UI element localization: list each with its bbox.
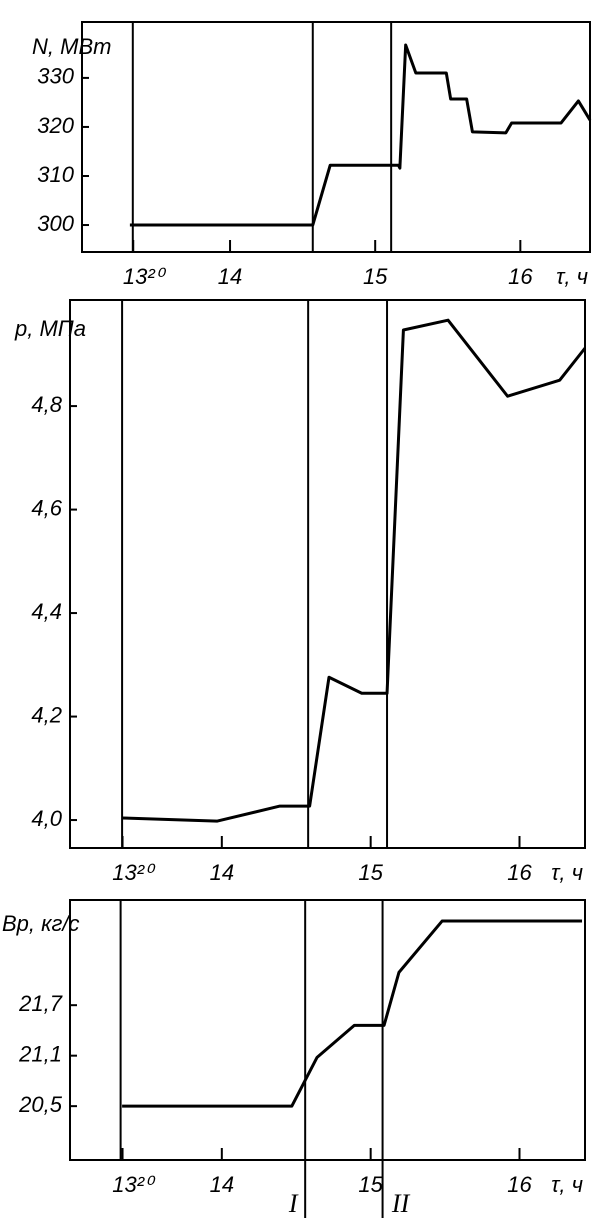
plot-frame [69, 899, 586, 1161]
x-tick-label: 16 [508, 264, 533, 289]
x-tick-label: 16 [507, 860, 532, 885]
x-tick-label: 14 [210, 860, 234, 885]
x-tick-label: 16 [507, 1172, 532, 1197]
x-tick-label: 14 [218, 264, 242, 289]
y-tick-label: 4,6 [31, 495, 62, 520]
y-tick-label: 300 [37, 211, 74, 236]
data-line [122, 919, 583, 1108]
x-tick-label: 13²⁰ [123, 264, 167, 289]
y-axis-label: N, МВт [32, 34, 111, 59]
x-tick-label: 13²⁰ [112, 1172, 156, 1197]
y-tick-label: 4,8 [31, 392, 62, 417]
x-axis-label: τ, ч [556, 264, 588, 289]
event-label: II [391, 1189, 411, 1218]
x-tick-label: 15 [363, 264, 388, 289]
y-tick-label: 21,7 [18, 991, 63, 1016]
y-axis-label: p, МПа [14, 316, 86, 341]
y-tick-label: 20,5 [18, 1092, 63, 1117]
x-axis-label: τ, ч [551, 1172, 583, 1197]
y-tick-label: 310 [37, 162, 74, 187]
y-tick-label: 21,1 [18, 1041, 62, 1066]
x-axis-label: τ, ч [551, 860, 583, 885]
y-tick-label: 4,4 [31, 599, 62, 624]
y-tick-label: 320 [37, 113, 74, 138]
y-tick-label: 330 [37, 64, 74, 89]
y-axis-label: Bp, кг/с [2, 911, 79, 936]
x-tick-label: 13²⁰ [112, 860, 156, 885]
plot-frame [69, 299, 586, 849]
data-line [129, 43, 592, 227]
y-tick-label: 4,0 [31, 806, 62, 831]
x-tick-label: 14 [210, 1172, 234, 1197]
plot-frame [81, 21, 591, 253]
x-tick-label: 15 [358, 860, 383, 885]
x-tick-label: 15 [358, 1172, 383, 1197]
event-label: I [288, 1189, 299, 1218]
y-tick-label: 4,2 [31, 702, 62, 727]
data-line [122, 318, 587, 823]
